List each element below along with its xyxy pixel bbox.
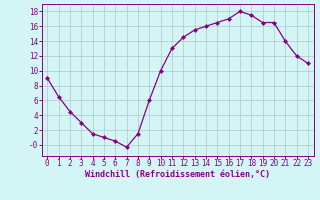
X-axis label: Windchill (Refroidissement éolien,°C): Windchill (Refroidissement éolien,°C) <box>85 170 270 179</box>
